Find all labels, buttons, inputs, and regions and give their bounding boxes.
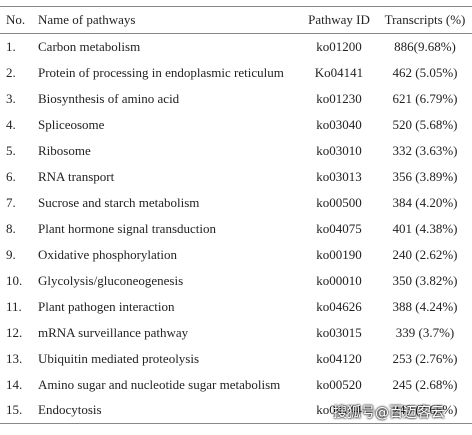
table-row: 3. Biosynthesis of amino acid ko01230 621 (… [0,86,472,112]
table-cell: ko04075 [316,220,362,236]
table-cell: Sucrose and starch metabolism [38,194,200,210]
table-cell: ko04626 [316,298,362,314]
table-cell: 886(9.68%) [394,38,456,54]
table-cell: 5. [6,142,16,158]
table-cell: 388 (4.24%) [392,298,458,314]
table-cell: ko01230 [316,90,362,106]
table-row: 10. Glycolysis/gluconeogenesis ko00010 350 … [0,268,472,294]
table-row: 5. Ribosome ko03010 332 (3.63%) [0,138,472,164]
header-cell: No. [6,12,26,27]
table-cell: 245 (2.68%) [392,376,458,392]
table-row: 1. Carbon metabolism ko01200 886(9.68%) [0,34,472,60]
table-cell: 7. [6,194,16,210]
table-cell: 621 (6.79%) [392,90,458,106]
table-cell: Ribosome [38,142,91,158]
table-row: 7. Sucrose and starch metabolism ko00500 38… [0,190,472,216]
table-cell: 12. [6,324,23,340]
table-cell: 520 (5.68%) [392,116,458,132]
table-row: 11. Plant pathogen interaction ko04626 388 … [0,294,472,320]
table-cell: ko03040 [316,116,362,132]
table-row: 6. RNA transport ko03013 356 (3.89%) [0,164,472,190]
table-cell: 356 (3.89%) [392,168,458,184]
table-cell: Amino sugar and nucleotide sugar metabol… [38,376,281,392]
table-cell: Oxidative phosphorylation [38,246,178,262]
watermark: 搜狐号@百迈客云 [333,405,445,421]
header-cell: Name of pathways [38,12,136,27]
table-row: 12. mRNA surveillance pathway ko03015 339 (… [0,320,472,346]
table-cell: ko00190 [316,246,362,262]
table-cell: Ubiquitin mediated proteolysis [38,350,200,366]
table-cell: Protein of processing in endoplasmic ret… [38,64,284,80]
header-row: No. Name of pathways Pathway ID Transcripts… [0,6,472,34]
table-cell: Endocytosis [38,402,102,418]
table-cell: ko03013 [316,168,362,184]
table-row: 2. Protein of processing in endoplasmic r… [0,60,472,86]
table-cell: 15. [6,402,23,418]
table-cell: ko03010 [316,142,362,158]
table-cell: ko04144 [316,402,362,418]
table-cell: 10. [6,272,23,288]
table-cell: mRNA surveillance pathway [38,324,189,340]
table-body: 1. Carbon metabolism ko01200 886(9.68%) 2. Pr… [0,34,472,424]
table-cell: ko03015 [316,324,362,340]
header-cell: Transcripts (%) [384,12,466,27]
table-cell: 1. [6,38,16,54]
table-cell: 8. [6,220,16,236]
pathway-table: No. Name of pathways Pathway ID Transcripts… [0,6,472,424]
table-cell: 6. [6,168,16,184]
table-cell: ko00500 [316,194,362,210]
table-row: 8. Plant hormone signal transduction ko040… [0,216,472,242]
table-cell: 3. [6,90,16,106]
table-row: 14. Amino sugar and nucleotide sugar meta… [0,372,472,398]
table-cell: 9. [6,246,16,262]
table-cell: Ko04141 [314,64,364,80]
table-cell: ko01200 [316,38,362,54]
table-cell: 384 (4.20%) [392,194,458,210]
table-cell: 240 (2.62%) [392,246,458,262]
table-cell: Spliceosome [38,116,105,132]
table-row: 4. Spliceosome ko03040 520 (5.68%) [0,112,472,138]
table-cell: Plant pathogen interaction [38,298,175,314]
table-cell: 14. [6,376,23,392]
table-cell: 4. [6,116,16,132]
table-cell: Carbon metabolism [38,38,141,54]
table-cell: 11. [6,298,22,314]
table-row: 9. Oxidative phosphorylation ko00190 240 (2… [0,242,472,268]
table-cell: 339 (3.7%) [395,324,455,340]
table-cell: 401 (4.38%) [392,220,458,236]
table-cell: ko00520 [316,376,362,392]
table-cell: ko00010 [316,272,362,288]
table-cell: 13. [6,350,23,366]
table-cell: Glycolysis/gluconeogenesis [38,272,184,288]
table-row: 13. Ubiquitin mediated proteolysis ko04120… [0,346,472,372]
table-cell: RNA transport [38,168,115,184]
table-cell: Plant hormone signal transduction [38,220,217,236]
table-cell: 350 (3.82%) [392,272,458,288]
table-cell: 332 (3.63%) [392,142,458,158]
table-cell: 253 (2.76%) [392,350,458,366]
table-cell: ko04120 [316,350,362,366]
table-cell: Biosynthesis of amino acid [38,90,180,106]
table-cell: 243 (2.65%) [392,402,458,418]
table-cell: 462 (5.05%) [392,64,458,80]
table-row: 15. Endocytosis ko04144 243 (2.65%) [0,398,472,424]
header-cell: Pathway ID [308,12,370,27]
table-cell: 2. [6,64,16,80]
